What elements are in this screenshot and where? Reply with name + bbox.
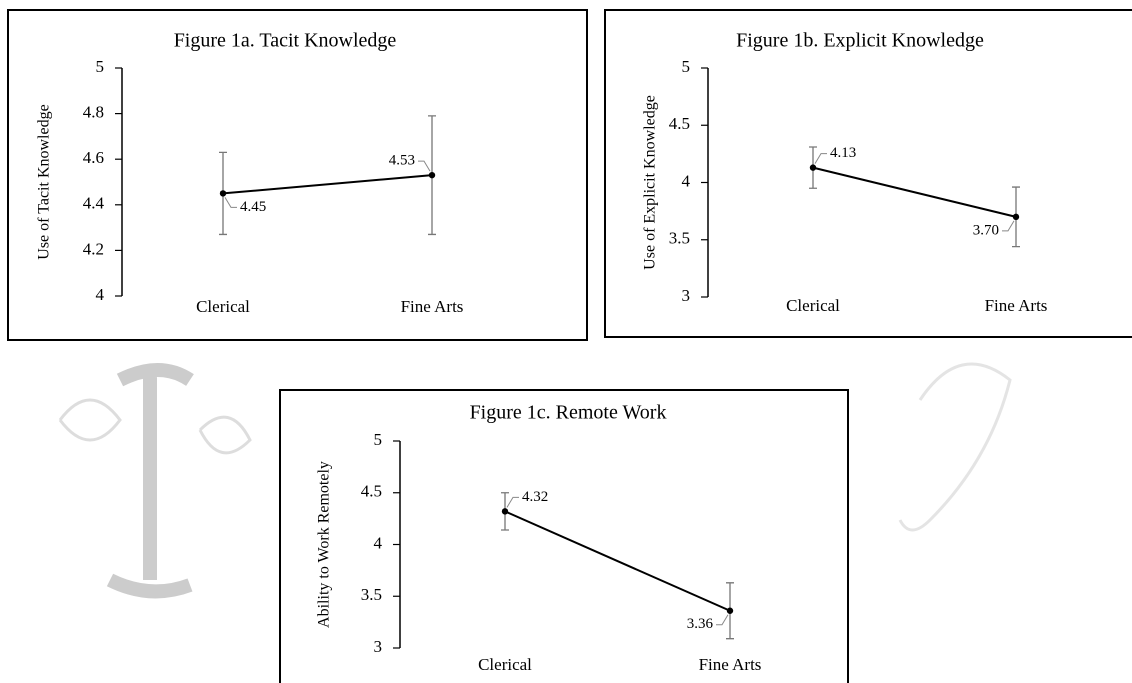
y-tick-label: 3 [682,286,691,305]
y-tick-label: 4 [682,171,691,190]
data-point [429,172,435,178]
y-axis-title: Use of Explicit Knowledge [642,95,659,270]
data-label: 4.45 [240,199,266,215]
y-tick-label: 3.5 [361,585,382,604]
data-label: 4.53 [389,153,415,169]
y-tick-label: 4.5 [361,482,382,501]
y-tick-label: 5 [96,57,105,76]
data-point [727,608,733,614]
data-point [810,164,816,170]
data-point [220,190,226,196]
x-tick-label: Clerical [196,297,250,316]
data-label: 3.36 [687,616,714,632]
figure-page: Figure 1a. Tacit Knowledge Use of Tacit K… [0,0,1132,683]
x-tick-label: Fine Arts [985,296,1048,315]
x-tick-label: Clerical [478,655,532,674]
chart-panel: Figure 1c. Remote Work Ability to Work Re… [280,390,848,683]
chart-panel: Figure 1b. Explicit Knowledge Use of Expl… [605,10,1132,337]
chart-title: Figure 1b. Explicit Knowledge [736,30,984,52]
y-tick-label: 3 [374,637,383,656]
y-tick-label: 3.5 [669,229,690,248]
y-tick-label: 5 [682,57,691,76]
chart-panel: Figure 1a. Tacit Knowledge Use of Tacit K… [8,10,587,340]
y-axis-title: Ability to Work Remotely [316,461,333,628]
data-label: 4.13 [830,145,856,161]
chart-title: Figure 1a. Tacit Knowledge [174,30,397,52]
y-tick-label: 4 [374,533,383,552]
data-label: 4.32 [522,489,548,505]
x-tick-label: Fine Arts [699,655,762,674]
y-tick-label: 5 [374,430,383,449]
y-axis-title: Use of Tacit Knowledge [36,104,53,259]
x-tick-label: Clerical [786,296,840,315]
data-point [1013,214,1019,220]
y-tick-label: 4 [96,285,105,304]
chart-title: Figure 1c. Remote Work [470,402,667,424]
y-tick-label: 4.5 [669,114,690,133]
y-tick-label: 4.6 [83,148,104,167]
data-point [502,508,508,514]
data-label: 3.70 [973,222,999,238]
y-tick-label: 4.2 [83,239,104,258]
y-tick-label: 4.8 [83,103,104,122]
y-tick-label: 4.4 [83,194,105,213]
x-tick-label: Fine Arts [401,297,464,316]
